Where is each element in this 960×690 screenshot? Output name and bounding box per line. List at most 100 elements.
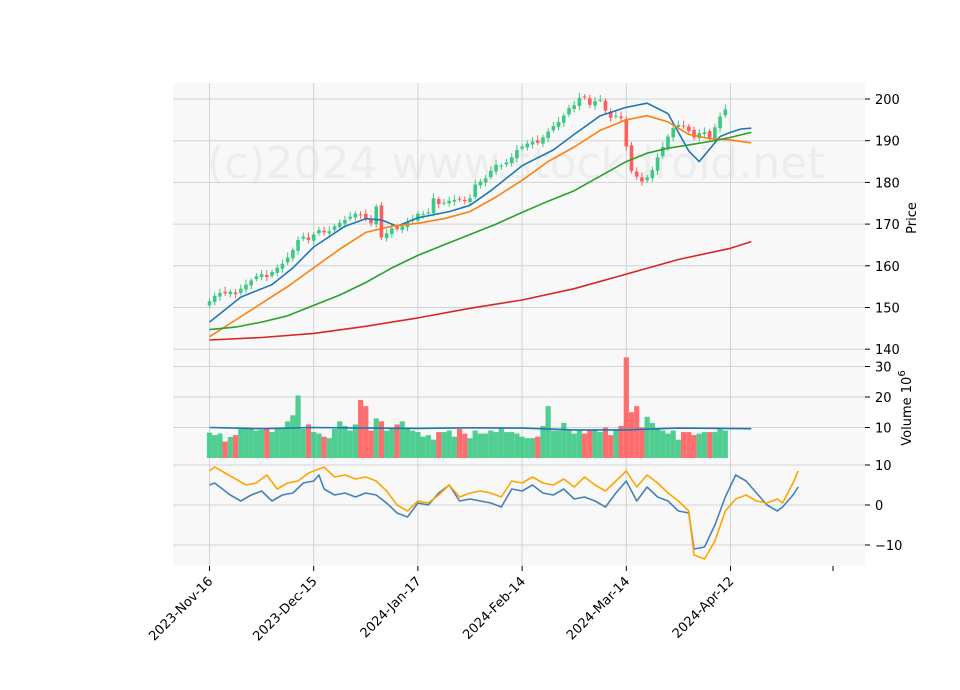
- candle-body: [619, 116, 623, 119]
- oscillator-tick-label: 10: [875, 459, 892, 474]
- volume-bar: [238, 428, 244, 458]
- candle-body: [640, 177, 644, 182]
- candle-body: [702, 132, 707, 135]
- candle-body: [681, 125, 686, 127]
- volume-bar: [628, 412, 635, 458]
- volume-bar: [217, 433, 223, 458]
- volume-bar: [373, 418, 379, 458]
- candle-body: [556, 121, 561, 127]
- volume-bar: [503, 432, 510, 458]
- x-tick-label: 2024-Mar-14: [564, 574, 633, 643]
- price-tick-label: 190: [875, 135, 900, 150]
- candle-body: [624, 119, 629, 147]
- volume-bars: [206, 357, 728, 458]
- candle-body: [473, 184, 478, 197]
- volume-ma-line: [209, 426, 752, 431]
- candle-body: [447, 200, 451, 204]
- candle-body: [629, 145, 634, 171]
- volume-bar: [212, 435, 218, 458]
- volume-bar: [399, 421, 405, 458]
- candle-body: [666, 136, 670, 148]
- candle-body: [567, 108, 571, 115]
- volume-bar: [555, 430, 562, 458]
- candle-body: [655, 157, 660, 171]
- volume-bar: [295, 395, 301, 458]
- candle-body: [634, 171, 639, 177]
- volume-bar: [665, 433, 671, 458]
- candle-body: [660, 146, 665, 157]
- candle-body: [530, 141, 535, 145]
- candle-body: [551, 126, 556, 131]
- candle-body: [483, 178, 488, 183]
- volume-tick-label: 30: [875, 361, 892, 376]
- volume-bar: [305, 424, 312, 458]
- volume-bar: [436, 432, 442, 458]
- volume-bar: [582, 433, 588, 458]
- candle-body: [504, 162, 509, 165]
- candle-body: [614, 115, 618, 117]
- volume-bar: [342, 425, 348, 458]
- volume-bar: [488, 430, 494, 458]
- candle-body: [218, 292, 222, 297]
- candle-body: [494, 164, 498, 172]
- volume-bar: [410, 430, 416, 458]
- volume-bar: [337, 421, 343, 458]
- volume-bar: [613, 429, 619, 458]
- candle-body: [358, 214, 363, 216]
- candle-body: [582, 96, 587, 98]
- osc_fast-line: [209, 474, 799, 550]
- oscillator-panel: [173, 459, 865, 566]
- candle-body: [301, 236, 306, 239]
- volume-bar: [623, 357, 629, 458]
- volume-bar: [550, 430, 556, 458]
- candle-body: [713, 127, 717, 140]
- volume-tick-label: 20: [875, 391, 892, 406]
- volume-bar: [394, 424, 400, 458]
- candle-body: [291, 249, 295, 259]
- x-tick-label: 2024-Apr-12: [670, 574, 737, 641]
- volume-bar: [290, 415, 296, 458]
- candle-body: [577, 97, 582, 107]
- price-axis-label: Price: [905, 202, 920, 234]
- volume-bar: [696, 433, 702, 458]
- volume-bar: [300, 429, 306, 458]
- volume-bar: [311, 432, 317, 458]
- volume-bar: [529, 438, 536, 458]
- candle-body: [265, 274, 269, 278]
- volume-tick-label: 10: [875, 422, 892, 437]
- candle-body: [374, 206, 379, 225]
- volume-axis: 10 20 30: [865, 361, 892, 437]
- volume-bar: [608, 435, 614, 458]
- volume-bar: [561, 422, 567, 458]
- candle-body: [535, 140, 540, 143]
- volume-bar: [285, 421, 291, 458]
- volume-bar: [649, 422, 655, 458]
- price-panel: [173, 83, 865, 349]
- candle-body: [332, 226, 337, 230]
- x-tick-label: 2024-Feb-14: [460, 574, 529, 643]
- volume-unit-exponent: 6: [897, 370, 908, 376]
- candle-body: [390, 228, 394, 235]
- candle-body: [541, 137, 545, 144]
- price-tick-label: 150: [875, 302, 900, 317]
- volume-bar: [639, 427, 645, 458]
- candle-body: [223, 291, 227, 294]
- volume-bar: [425, 435, 431, 458]
- candle-body: [337, 222, 342, 228]
- candle-body: [499, 165, 504, 167]
- candle-body: [442, 202, 446, 204]
- candle-body: [353, 213, 358, 218]
- date-axis: 2023-Nov-16 2023-Dec-15 2024-Jan-17 2024-Fe…: [146, 566, 737, 644]
- candle-body: [212, 295, 217, 303]
- volume-bar: [368, 430, 374, 458]
- candle-body: [707, 131, 712, 139]
- volume-bar: [524, 438, 530, 458]
- volume-bar: [618, 425, 624, 458]
- price-tick-label: 160: [875, 260, 900, 275]
- volume-bar: [670, 430, 676, 458]
- volume-bar: [253, 430, 259, 458]
- candle-body: [238, 288, 243, 293]
- volume-bar: [519, 436, 525, 458]
- volume-bar: [571, 433, 577, 458]
- candle-body: [603, 100, 608, 111]
